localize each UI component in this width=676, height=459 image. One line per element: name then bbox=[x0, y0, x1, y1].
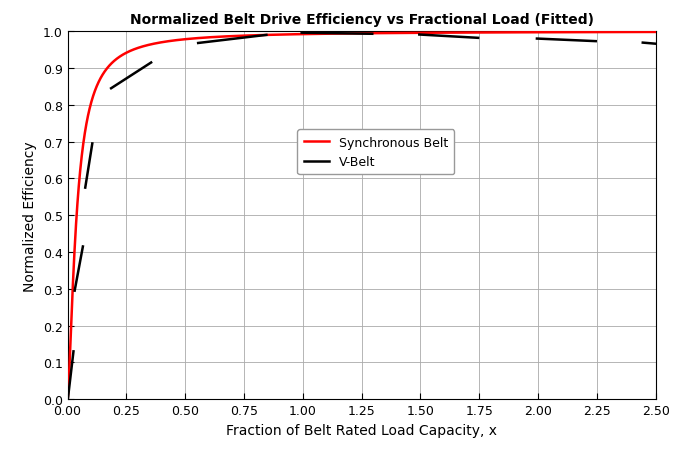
Line: V-Belt: V-Belt bbox=[68, 352, 74, 399]
Synchronous Belt bbox=[652, 30, 660, 36]
V-Belt bbox=[64, 397, 72, 402]
Synchronous Belt bbox=[577, 30, 585, 36]
Y-axis label: Normalized Efficiency: Normalized Efficiency bbox=[23, 140, 37, 291]
X-axis label: Fraction of Belt Rated Load Capacity, x: Fraction of Belt Rated Load Capacity, x bbox=[226, 423, 497, 437]
Title: Normalized Belt Drive Efficiency vs Fractional Load (Fitted): Normalized Belt Drive Efficiency vs Frac… bbox=[130, 13, 594, 27]
V-Belt bbox=[70, 349, 78, 354]
Synchronous Belt bbox=[166, 39, 174, 45]
Synchronous Belt bbox=[314, 32, 322, 38]
Line: Synchronous Belt: Synchronous Belt bbox=[68, 33, 656, 399]
Synchronous Belt bbox=[640, 30, 648, 36]
Synchronous Belt bbox=[289, 33, 297, 38]
Synchronous Belt bbox=[130, 47, 139, 53]
Synchronous Belt bbox=[64, 397, 72, 402]
Legend: Synchronous Belt, V-Belt: Synchronous Belt, V-Belt bbox=[297, 130, 454, 175]
